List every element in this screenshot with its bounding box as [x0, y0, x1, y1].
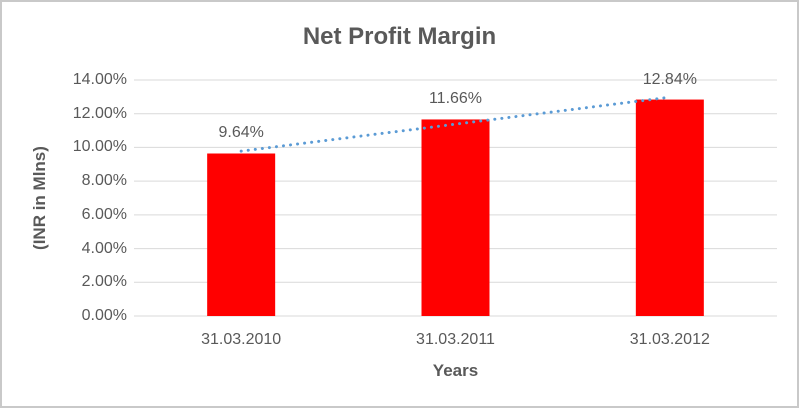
y-tick-label-4.00%: 4.00% — [81, 239, 127, 257]
y-tick-label-12.00%: 12.00% — [72, 104, 127, 122]
data-label-31.03.2011: 11.66% — [428, 90, 483, 108]
y-tick-label-10.00%: 10.00% — [72, 138, 127, 156]
chart-title: Net Profit Margin — [302, 23, 497, 50]
data-label-31.03.2012: 12.84% — [642, 70, 697, 88]
y-tick-label-2.00%: 2.00% — [81, 273, 127, 291]
x-tick-label-31.03.2012: 31.03.2012 — [629, 331, 710, 348]
y-tick-label-14.00%: 14.00% — [72, 71, 127, 88]
bar-31.03.2012 — [635, 99, 704, 316]
x-axis-title: Years — [432, 361, 479, 380]
bar-31.03.2011 — [421, 119, 490, 317]
y-tick-label-0.00%: 0.00% — [81, 307, 127, 324]
y-tick-label-6.00%: 6.00% — [81, 205, 127, 223]
trendline — [239, 95, 672, 153]
y-tick-label-8.00%: 8.00% — [81, 172, 127, 190]
bar-31.03.2010 — [207, 153, 276, 316]
x-tick-label-31.03.2011: 31.03.2011 — [416, 331, 495, 348]
data-label-31.03.2010: 9.64% — [218, 124, 264, 142]
x-tick-label-31.03.2010: 31.03.2010 — [201, 331, 282, 348]
